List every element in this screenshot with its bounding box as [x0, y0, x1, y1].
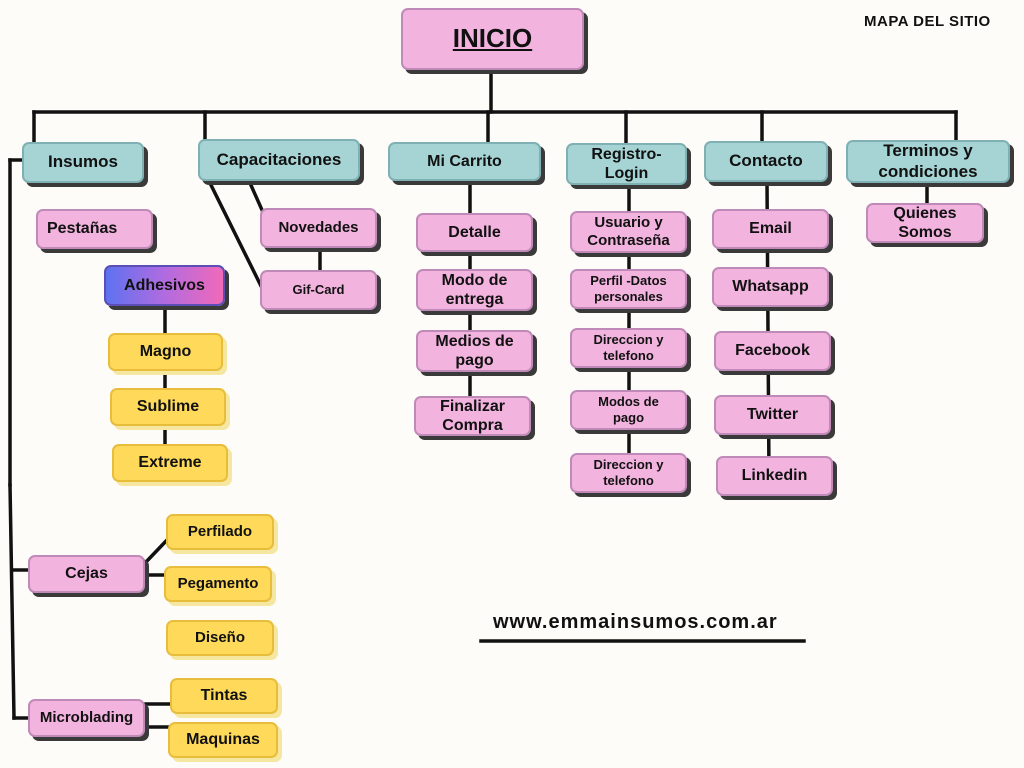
node-usuario-contrasena[interactable]: Usuario y Contraseña: [570, 211, 687, 253]
node-gif-card[interactable]: Gif-Card: [260, 270, 377, 310]
node-sublime[interactable]: Sublime: [110, 388, 226, 426]
node-extreme[interactable]: Extreme: [112, 444, 228, 482]
node-terminos-condiciones[interactable]: Terminos y condiciones: [846, 140, 1010, 183]
node-twitter[interactable]: Twitter: [714, 395, 831, 435]
root-label: INICIO: [452, 23, 533, 54]
node-quienes-somos[interactable]: Quienes Somos: [866, 203, 984, 243]
node-adhesivos[interactable]: Adhesivos: [104, 265, 225, 306]
node-perfil-datos[interactable]: Perfil -Datos personales: [570, 269, 687, 309]
node-modos-de-pago[interactable]: Modos de pago: [570, 390, 687, 430]
node-capacitaciones[interactable]: Capacitaciones: [198, 139, 360, 181]
node-facebook[interactable]: Facebook: [714, 331, 831, 371]
node-linkedin[interactable]: Linkedin: [716, 456, 833, 496]
node-novedades[interactable]: Novedades: [260, 208, 377, 248]
node-perfilado[interactable]: Perfilado: [166, 514, 274, 550]
node-whatsapp[interactable]: Whatsapp: [712, 267, 829, 307]
node-medios-de-pago[interactable]: Medios de pago: [416, 330, 533, 372]
node-cejas[interactable]: Cejas: [28, 555, 145, 593]
node-registro-login[interactable]: Registro- Login: [566, 143, 687, 185]
node-detalle[interactable]: Detalle: [416, 213, 533, 252]
node-diseno[interactable]: Diseño: [166, 620, 274, 656]
node-contacto[interactable]: Contacto: [704, 141, 828, 182]
node-mi-carrito[interactable]: Mi Carrito: [388, 142, 541, 181]
node-finalizar-compra[interactable]: Finalizar Compra: [414, 396, 531, 436]
node-insumos[interactable]: Insumos: [22, 142, 144, 183]
node-modo-de-entrega[interactable]: Modo de entrega: [416, 269, 533, 311]
node-email[interactable]: Email: [712, 209, 829, 249]
site-map-label: MAPA DEL SITIO: [864, 13, 991, 30]
node-direccion-telefono-1[interactable]: Direccion y telefono: [570, 328, 687, 368]
node-maquinas[interactable]: Maquinas: [168, 722, 278, 758]
node-microblading[interactable]: Microblading: [28, 699, 145, 737]
website-url[interactable]: www.emmainsumos.com.ar: [493, 611, 778, 633]
node-tintas[interactable]: Tintas: [170, 678, 278, 714]
node-pestanas[interactable]: Pestañas: [36, 209, 153, 249]
node-pegamento[interactable]: Pegamento: [164, 566, 272, 602]
node-direccion-telefono-2[interactable]: Direccion y telefono: [570, 453, 687, 493]
node-magno[interactable]: Magno: [108, 333, 223, 371]
root-node-inicio[interactable]: INICIO: [401, 8, 584, 70]
